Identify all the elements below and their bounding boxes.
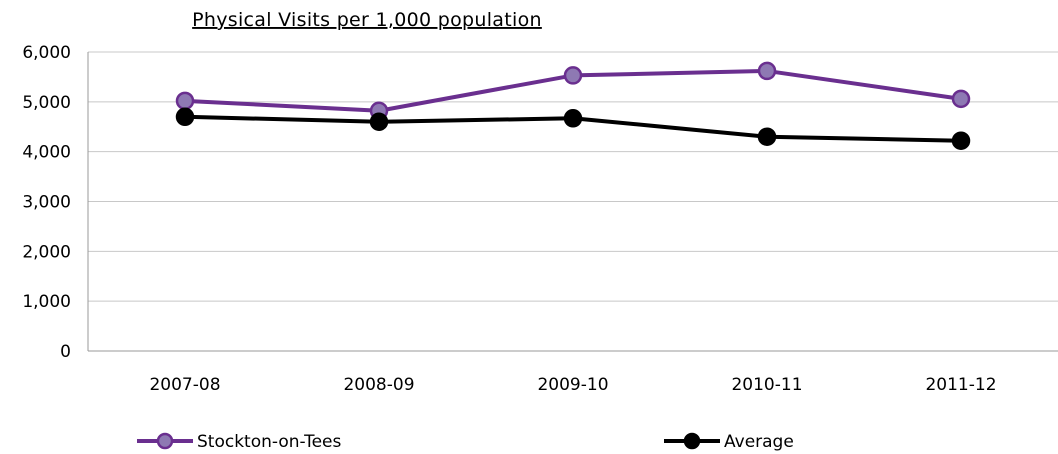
chart-title: Physical Visits per 1,000 population [192, 9, 542, 31]
x-tick-label: 2011-12 [925, 375, 996, 395]
y-tick-label: 1,000 [22, 292, 71, 312]
legend-marker [683, 432, 701, 450]
legend: Stockton-on-Tees Average [137, 432, 794, 452]
y-tick-label: 5,000 [22, 93, 71, 113]
data-point [563, 66, 583, 85]
data-point [757, 127, 777, 146]
data-point [563, 109, 583, 128]
data-point [175, 107, 195, 127]
y-tick-label: 6,000 [22, 43, 71, 63]
data-point [951, 131, 971, 150]
x-tick-labels: 2007-08 2008-09 2009-10 2010-11 2011-12 [149, 375, 996, 395]
data-point [757, 61, 777, 81]
data-point [951, 89, 971, 109]
y-tick-labels: 0 1,000 2,000 3,000 4,000 5,000 6,000 [22, 43, 71, 362]
x-tick-label: 2009-10 [537, 375, 608, 395]
series-group [175, 61, 971, 150]
legend-label: Average [724, 432, 794, 452]
x-tick-label: 2007-08 [149, 375, 220, 395]
gridlines [88, 51, 1058, 302]
data-point [369, 112, 389, 132]
y-tick-label: 4,000 [22, 143, 71, 163]
legend-label: Stockton-on-Tees [197, 432, 342, 452]
x-tick-label: 2008-09 [343, 375, 414, 395]
legend-marker [156, 432, 174, 450]
y-tick-label: 3,000 [22, 193, 71, 213]
x-tick-label: 2010-11 [731, 375, 802, 395]
y-tick-label: 2,000 [22, 242, 71, 262]
data-point [175, 91, 195, 111]
y-tick-label: 0 [60, 342, 71, 362]
